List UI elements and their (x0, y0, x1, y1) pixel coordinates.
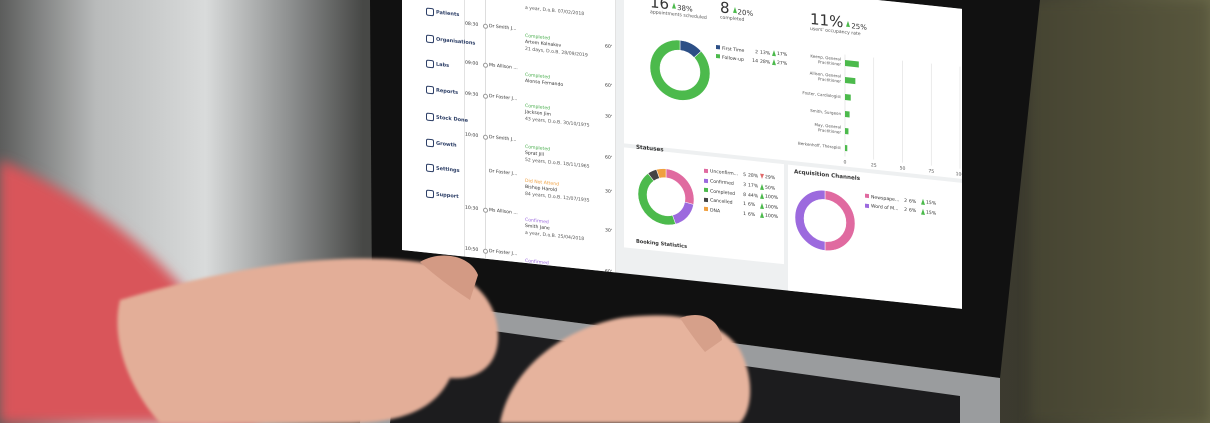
x-tick-label: 25 (871, 162, 877, 169)
x-tick-label: 0 (844, 159, 847, 165)
left-fingers (420, 255, 478, 300)
screen: Statuses Acquisition Channels Booking St… (402, 0, 962, 309)
blurred-right (1030, 0, 1210, 423)
charts: 0 25 50 75 100 Keenp, GeneralPractitioner Alli… (637, 39, 962, 251)
right-fingers (680, 314, 722, 352)
y-tick-label: Berkenhoff, Therapist (798, 141, 841, 151)
bar (845, 60, 859, 68)
y-tick-label: Keenp, GeneralPractitioner (810, 53, 841, 66)
bar (845, 77, 856, 85)
bar (845, 145, 848, 152)
left-hand (117, 258, 499, 423)
donut-segment (649, 39, 711, 101)
x-tick-label: 50 (900, 165, 906, 172)
y-tick-label: Allison, GeneralPractitioner (810, 70, 842, 83)
donut-segment (656, 168, 667, 179)
x-tick-label: 75 (928, 168, 934, 175)
x-tick-label: 100 (956, 171, 962, 178)
donut-segment (794, 190, 826, 251)
y-tick-label: Foster, Cardiologist (802, 90, 841, 99)
y-tick-label: May, GeneralPractitioner (814, 122, 841, 135)
bar (845, 94, 851, 101)
right-hand (500, 315, 751, 423)
y-tick-label: Smith, Surgeon (810, 108, 841, 116)
bar (845, 128, 849, 135)
bar (845, 111, 850, 118)
